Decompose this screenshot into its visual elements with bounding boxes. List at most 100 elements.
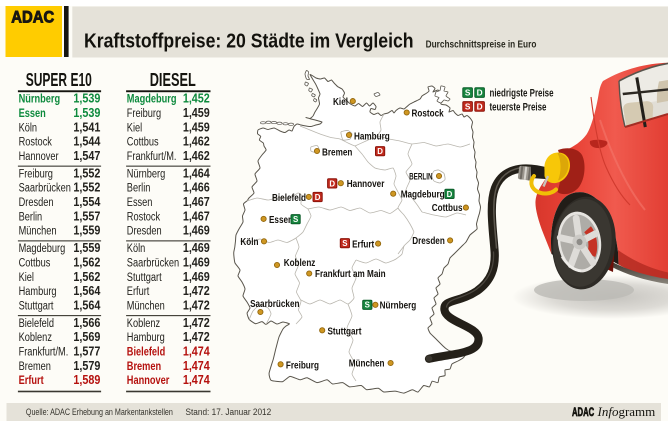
svg-text:München: München [19,225,57,238]
svg-text:Magdeburg: Magdeburg [19,242,66,255]
svg-text:D: D [377,147,383,156]
svg-text:S: S [342,239,347,248]
svg-text:Kiel: Kiel [127,121,142,134]
svg-text:Rostock: Rostock [412,108,445,119]
svg-text:1,564: 1,564 [73,283,100,298]
svg-text:Bremen: Bremen [127,360,161,373]
svg-text:Bielefeld: Bielefeld [19,317,54,330]
svg-text:Hamburg: Hamburg [19,285,57,298]
svg-text:1,474: 1,474 [183,344,210,359]
svg-text:D: D [329,179,335,188]
svg-text:D: D [447,190,453,199]
svg-text:1,472: 1,472 [183,283,210,298]
svg-text:Freiburg: Freiburg [19,167,53,180]
svg-text:Quelle: ADAC Erhebung an Marke: Quelle: ADAC Erhebung an Markentankstell… [26,406,173,417]
svg-text:1,459: 1,459 [183,105,210,120]
svg-text:Stuttgart: Stuttgart [328,326,362,337]
svg-text:Cottbus: Cottbus [432,202,463,213]
svg-text:S: S [365,301,370,310]
svg-text:Kraftstoffpreise: 20 Städte im: Kraftstoffpreise: 20 Städte im Vergleich [84,31,414,53]
svg-text:Hannover: Hannover [347,178,385,189]
svg-text:Erfurt: Erfurt [19,374,44,387]
svg-text:D: D [477,102,483,112]
svg-text:1,541: 1,541 [73,119,100,134]
svg-text:Cottbus: Cottbus [127,136,159,149]
svg-text:1,469: 1,469 [183,223,210,238]
svg-text:Hamburg: Hamburg [127,331,165,344]
svg-text:1,462: 1,462 [183,148,210,163]
svg-text:D: D [477,88,483,98]
svg-text:1,459: 1,459 [183,119,210,134]
svg-text:Magdeburg: Magdeburg [127,93,177,106]
svg-text:Freiburg: Freiburg [127,107,161,120]
svg-text:Nürnberg: Nürnberg [127,167,165,180]
svg-text:1,552: 1,552 [73,165,100,180]
svg-text:Saarbrücken: Saarbrücken [250,298,300,309]
svg-text:1,462: 1,462 [183,134,210,149]
svg-text:1,577: 1,577 [73,344,100,359]
svg-text:Bremen: Bremen [19,360,51,373]
svg-text:Bremen: Bremen [322,147,353,158]
svg-text:Nürnberg: Nürnberg [380,300,417,311]
svg-text:1,452: 1,452 [183,91,210,106]
svg-text:1,467: 1,467 [183,194,210,209]
svg-text:Saarbrücken: Saarbrücken [19,182,71,195]
svg-text:Stuttgart: Stuttgart [127,271,162,284]
svg-text:Stuttgart: Stuttgart [19,299,54,312]
svg-text:Dresden: Dresden [19,196,54,209]
svg-text:1,472: 1,472 [183,297,210,312]
svg-text:1,569: 1,569 [73,329,100,344]
svg-text:Bielefeld: Bielefeld [127,345,165,358]
svg-text:1,559: 1,559 [73,223,100,238]
svg-text:Frankfurt/M.: Frankfurt/M. [19,345,69,358]
svg-text:Frankfurt/M.: Frankfurt/M. [127,150,177,163]
svg-text:SUPER E10: SUPER E10 [26,71,92,91]
svg-text:Koblenz: Koblenz [127,317,160,330]
svg-text:Nürnberg: Nürnberg [19,93,60,106]
svg-text:1,547: 1,547 [73,148,100,163]
svg-text:1,464: 1,464 [183,165,210,180]
svg-text:ADAC: ADAC [572,407,594,420]
svg-text:Bielefeld: Bielefeld [272,192,306,203]
svg-text:Berlin: Berlin [127,182,151,195]
svg-text:Koblenz: Koblenz [19,331,52,344]
svg-text:Cottbus: Cottbus [19,256,51,269]
svg-text:1,562: 1,562 [73,254,100,269]
svg-text:1,559: 1,559 [73,240,100,255]
svg-text:Koblenz: Koblenz [284,257,316,268]
svg-text:1,539: 1,539 [73,91,100,106]
svg-text:Kiel: Kiel [19,271,34,284]
svg-text:Köln: Köln [19,121,38,134]
svg-text:München: München [349,358,385,369]
svg-text:D: D [315,193,321,202]
svg-text:Infogramm: Infogramm [597,404,656,419]
svg-text:Erfurt: Erfurt [127,285,150,298]
svg-text:1,562: 1,562 [73,269,100,284]
svg-text:niedrigste Preise: niedrigste Preise [490,88,554,99]
svg-text:Saarbrücken: Saarbrücken [127,256,179,269]
svg-text:Essen: Essen [269,214,293,225]
svg-text:Berlin: Berlin [19,210,43,223]
svg-text:München: München [127,299,165,312]
svg-text:Kiel: Kiel [333,96,348,107]
svg-text:1,466: 1,466 [183,180,210,195]
svg-text:1,469: 1,469 [183,269,210,284]
svg-text:1,552: 1,552 [73,180,100,195]
svg-text:DIESEL: DIESEL [150,71,196,91]
svg-text:Essen: Essen [127,196,153,209]
svg-text:Hamburg: Hamburg [354,131,390,142]
svg-text:1,564: 1,564 [73,297,100,312]
svg-text:S: S [293,215,298,224]
svg-text:ADAC: ADAC [11,9,54,27]
svg-text:teuerste Preise: teuerste Preise [490,101,547,112]
svg-text:1,557: 1,557 [73,208,100,223]
svg-text:Durchschnittspreise in Euro: Durchschnittspreise in Euro [426,39,537,50]
svg-text:1,544: 1,544 [73,134,100,149]
svg-text:1,472: 1,472 [183,329,210,344]
svg-text:1,469: 1,469 [183,254,210,269]
svg-text:1,554: 1,554 [73,194,100,209]
svg-text:Magdeburg: Magdeburg [401,189,445,200]
svg-text:Dresden: Dresden [412,235,445,246]
svg-text:Rostock: Rostock [127,210,161,223]
svg-text:Rostock: Rostock [19,136,53,149]
